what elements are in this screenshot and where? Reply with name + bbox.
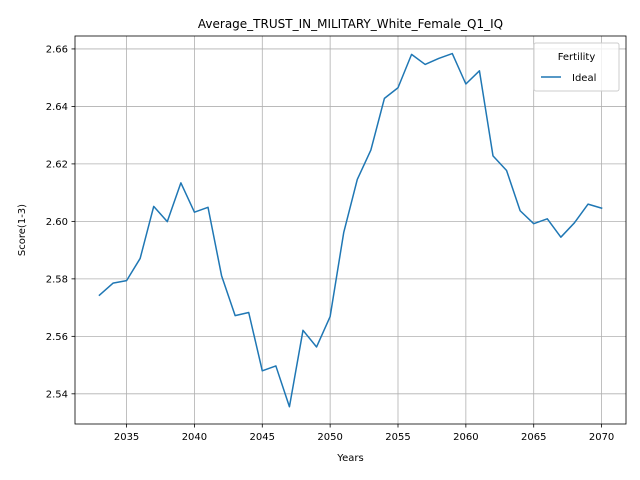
y-axis-ticks: 2.54 2.56 2.58 2.60 2.62 2.64 2.66 [46,44,75,400]
x-tick-label: 2035 [114,432,139,443]
x-tick-label: 2040 [182,432,207,443]
y-tick-label: 2.66 [46,44,68,55]
y-tick-label: 2.62 [46,159,68,170]
x-tick-label: 2050 [317,432,342,443]
series-line-ideal [98,52,603,408]
y-tick-label: 2.54 [46,389,68,400]
legend-title: Fertility [558,52,596,63]
legend: Fertility Ideal [533,42,620,92]
x-tick-label: 2070 [589,432,614,443]
y-tick-label: 2.58 [46,274,68,285]
x-tick-label: 2045 [250,432,275,443]
legend-label-ideal: Ideal [572,73,596,84]
legend-box [533,42,620,92]
x-tick-label: 2060 [453,432,478,443]
x-tick-label: 2065 [521,432,546,443]
y-axis-title: Score(1-3) [17,204,28,256]
chart-title: Average_TRUST_IN_MILITARY_White_Female_Q… [198,17,503,31]
plot-frame [74,35,627,425]
series-layer [98,52,603,408]
x-axis-title: Years [336,453,363,464]
x-axis-ticks: 2035 2040 2045 2050 2055 2060 2065 2070 [114,424,614,443]
x-tick-label: 2055 [385,432,410,443]
y-tick-label: 2.60 [46,217,68,228]
y-tick-label: 2.56 [46,332,68,343]
grid [75,36,626,424]
y-tick-label: 2.64 [46,102,68,113]
